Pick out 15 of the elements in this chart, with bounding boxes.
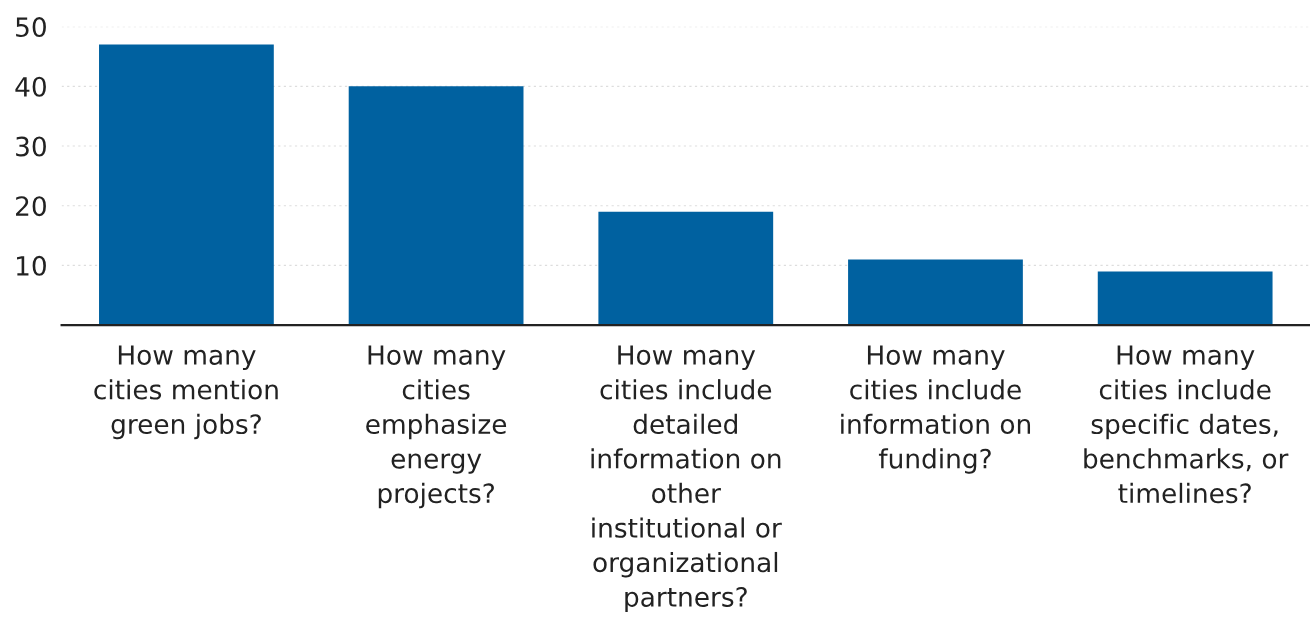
x-tick-label: How many cities include information on funding? [841,345,1031,474]
bar [99,44,274,326]
y-tick-label: 40 [15,76,46,97]
x-tick-label: How many cities include detailed information on other institutional or organizational partners? [591,345,782,613]
bar [848,259,1023,326]
y-tick-label: 10 [17,255,46,276]
x-tick-label: How many cities include specific dates, benchmarks, or timelines? [1084,345,1289,504]
y-tick-label: 50 [16,17,46,38]
bar [348,86,524,326]
bar [1097,271,1273,326]
x-tick-label: How many cities mention green jobs? [94,345,278,440]
y-tick-label: 20 [16,196,46,217]
y-tick-label: 30 [16,136,46,157]
bar [598,211,774,326]
x-tick-label: How many cities emphasize energy projects? [366,345,507,509]
